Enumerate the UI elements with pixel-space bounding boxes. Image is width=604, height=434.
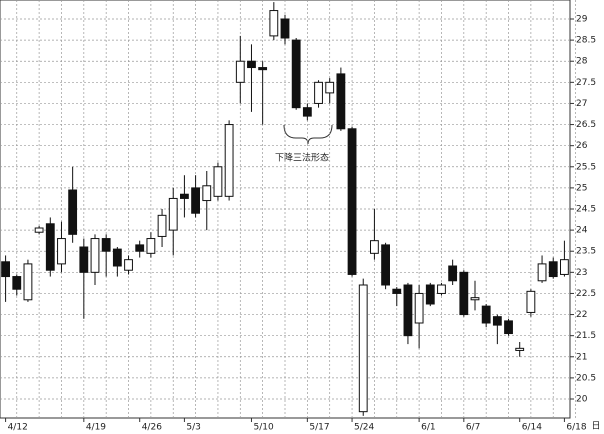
x-tick-label: 4/12 [8, 423, 28, 433]
y-tick-label: 29 [576, 15, 588, 25]
x-axis-label: 日 [591, 421, 600, 432]
candle-body [135, 244, 145, 252]
x-tick-label: 4/26 [142, 423, 162, 433]
y-tick-label: 20.5 [576, 373, 596, 383]
candle-body [90, 238, 100, 273]
candle-body [258, 67, 268, 71]
candle-body [492, 316, 502, 326]
x-tick-label: 5/17 [309, 423, 329, 433]
y-tick-label: 20 [576, 395, 588, 405]
annotation: 下降三法形态 [275, 152, 329, 164]
candle-body [202, 185, 212, 202]
y-tick-label: 23.5 [576, 247, 596, 257]
y-tick-label: 26.5 [576, 120, 596, 130]
candle-body [23, 263, 33, 301]
candle-body [79, 246, 89, 273]
y-tick-label: 22.5 [576, 289, 596, 299]
y-tick-label: 21 [576, 352, 587, 362]
candle-body [157, 214, 167, 237]
candle-body [34, 227, 44, 233]
candle-body [526, 290, 536, 313]
candle-body [1, 261, 10, 278]
candle-body [124, 259, 133, 271]
candle-body [459, 271, 469, 316]
candle-body [146, 238, 156, 254]
x-tick-label: 5/24 [354, 423, 374, 433]
x-tick-label: 6/18 [566, 423, 586, 433]
y-tick-label: 21.5 [576, 331, 596, 341]
candle-body [280, 18, 290, 39]
candle-body [560, 259, 569, 275]
y-tick-label: 25.5 [576, 162, 596, 172]
candle-body [336, 73, 346, 130]
candle-body [12, 276, 22, 290]
candle-body [548, 261, 558, 278]
y-tick-label: 22 [576, 310, 587, 320]
candle-body [425, 284, 435, 305]
candle-body [370, 240, 379, 254]
candle-body [437, 284, 446, 294]
y-tick-label: 24.5 [576, 205, 596, 215]
candle-body [325, 81, 335, 94]
candle-body [448, 265, 458, 282]
candle-body [247, 60, 256, 69]
x-tick-label: 5/10 [253, 423, 273, 433]
candle-body [45, 223, 55, 271]
x-tick-label: 6/1 [421, 423, 435, 433]
candle-body [168, 197, 178, 231]
candle-body [481, 305, 491, 324]
candle-body [347, 128, 357, 275]
candle-body [57, 238, 66, 265]
y-tick-label: 28.5 [576, 36, 596, 46]
y-tick-label: 24 [576, 226, 588, 236]
y-tick-label: 27.5 [576, 78, 596, 88]
candle-body [213, 166, 223, 197]
candle-body [515, 347, 525, 351]
x-tick-label: 6/7 [466, 423, 480, 433]
candle-body [191, 187, 200, 214]
x-tick-label: 4/19 [86, 423, 106, 433]
candle-body [269, 10, 279, 37]
candle-body [112, 248, 122, 267]
x-tick-label: 6/14 [522, 423, 542, 433]
candle-body [381, 244, 391, 286]
y-tick-label: 26 [576, 141, 588, 151]
candle-body [235, 60, 245, 83]
candle-body [68, 189, 78, 235]
candle-body [224, 124, 234, 197]
x-tick-label: 5/3 [186, 423, 200, 433]
candle-body [403, 284, 413, 337]
y-tick-label: 25 [576, 183, 587, 193]
candle-body [302, 107, 312, 117]
candle-body [504, 320, 513, 335]
candle-body [414, 292, 424, 324]
candle-body [358, 284, 368, 413]
candle-body [101, 238, 111, 252]
y-tick-label: 28 [576, 57, 588, 67]
candle-body [180, 193, 189, 199]
y-tick-label: 27 [576, 99, 587, 109]
candle-body [392, 288, 402, 294]
candle-body [470, 297, 480, 301]
candle-body [314, 81, 323, 104]
y-tick-label: 23 [576, 268, 587, 278]
candle-body [537, 263, 547, 282]
brace [283, 124, 333, 145]
candle-body [291, 39, 301, 109]
